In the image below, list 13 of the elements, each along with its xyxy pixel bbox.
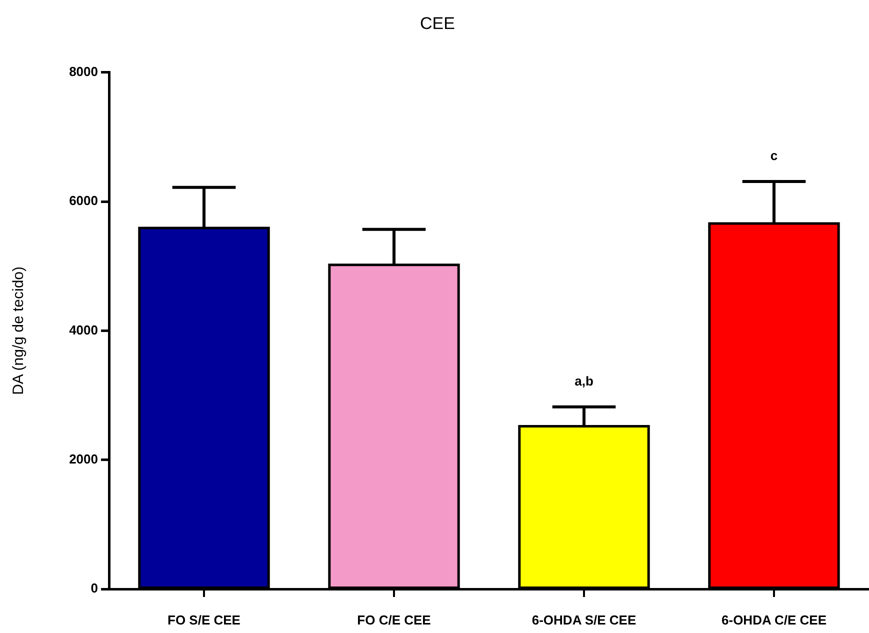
x-tick-label: FO C/E CEE xyxy=(357,612,432,628)
x-tick-label: FO S/E CEE xyxy=(168,612,241,628)
annotation: a,b xyxy=(574,373,594,388)
annotation: c xyxy=(770,148,778,164)
y-tick-label: 8000 xyxy=(69,64,98,79)
x-tick-label: 6-OHDA C/E CEE xyxy=(722,612,827,628)
y-tick-label: 6000 xyxy=(69,193,98,208)
y-tick-label: 2000 xyxy=(69,451,98,466)
x-tick-label: 6-OHDA S/E CEE xyxy=(532,612,636,628)
y-tick-label: 4000 xyxy=(69,322,98,338)
chart-title: CEE xyxy=(420,14,455,33)
y-axis-title: DA (ng/g de tecido) xyxy=(10,266,28,395)
y-tick-label: 0 xyxy=(90,580,98,596)
